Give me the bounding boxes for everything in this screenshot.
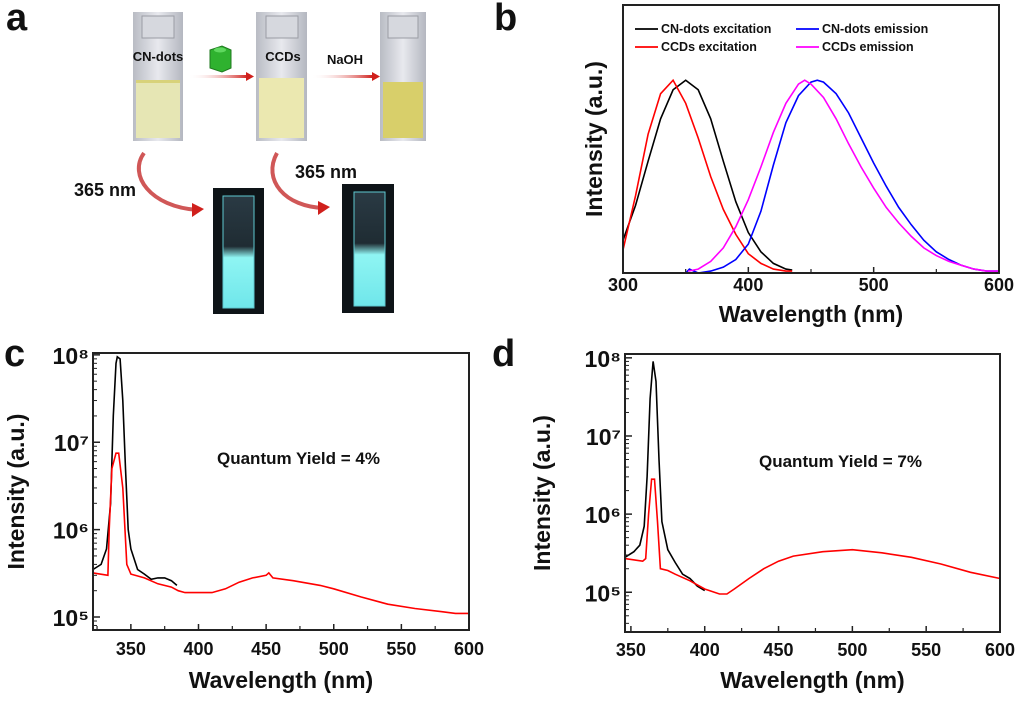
vial-cn-dots — [133, 12, 183, 141]
legend-label: CCDs emission — [822, 40, 914, 54]
chart-d: 350 400 450 500 550 600 10⁵ 10⁶ 10⁷ 10⁸ Wavelength… — [529, 346, 1015, 693]
x-tick-label: 400 — [183, 639, 213, 659]
y-tick-label: 10⁷ — [54, 430, 89, 456]
label-uv-2: 365 nm — [295, 162, 357, 182]
x-tick-label: 550 — [386, 639, 416, 659]
series-line-3 — [685, 79, 999, 274]
series-line-1 — [622, 79, 793, 271]
x-tick-label: 500 — [319, 639, 349, 659]
x-tick-label: 500 — [837, 640, 867, 660]
plot-frame — [624, 353, 1001, 633]
cyclodextrin-icon — [209, 45, 232, 73]
vial-after-naoh — [380, 12, 426, 141]
y-axis-label: Intensity (a.u.) — [3, 414, 29, 570]
label-naoh: NaOH — [327, 52, 363, 67]
y-tick-label: 10⁸ — [53, 343, 89, 369]
x-tick-label: 400 — [733, 275, 763, 295]
x-tick-label: 450 — [251, 639, 281, 659]
x-axis-label: Wavelength (nm) — [719, 301, 903, 327]
x-axis-label: Wavelength (nm) — [189, 667, 373, 693]
panel-letter-c: c — [4, 333, 25, 375]
label-uv-1: 365 nm — [74, 180, 136, 200]
x-tick-label: 350 — [116, 639, 146, 659]
x-tick-label: 600 — [454, 639, 484, 659]
curved-arrow-icon — [136, 151, 330, 217]
y-tick-label: 10⁷ — [586, 424, 621, 450]
y-tick-label: 10⁶ — [53, 518, 89, 544]
panel-letter-b: b — [494, 0, 517, 39]
x-tick-label: 550 — [911, 640, 941, 660]
series-line-2 — [624, 478, 1001, 595]
y-tick-label: 10⁸ — [585, 346, 621, 372]
legend-label: CN-dots excitation — [661, 22, 771, 36]
x-tick-label: 400 — [690, 640, 720, 660]
y-axis-label: Intensity (a.u.) — [581, 61, 607, 217]
chart-c: 350 400 450 500 550 600 10⁵ 10⁶ 10⁷ 10⁸ Wavelength… — [3, 343, 484, 693]
label-cn-dots: CN-dots — [133, 49, 184, 64]
panel-letter-d: d — [492, 333, 515, 375]
x-tick-label: 600 — [985, 640, 1015, 660]
series-line-4 — [688, 79, 999, 272]
series-line-1 — [624, 361, 706, 592]
x-tick-label: 350 — [616, 640, 646, 660]
y-tick-label: 10⁵ — [585, 580, 621, 606]
y-tick-label: 10⁶ — [585, 502, 621, 528]
cuvette-ccds — [342, 184, 394, 313]
panel-a-photos: CN-dots CCDs NaOH 365 nm 365 nm — [74, 12, 426, 314]
series-line-2 — [92, 452, 469, 615]
x-tick-label: 300 — [608, 275, 638, 295]
x-axis-label: Wavelength (nm) — [720, 667, 904, 693]
series-line-2 — [622, 78, 793, 272]
series-line-1 — [92, 355, 178, 587]
chart-b: 300 400 500 600 Wavelength (nm) Intensity (a.… — [581, 4, 1014, 327]
plot-frame — [92, 352, 470, 631]
quantum-yield-annotation: Quantum Yield = 4% — [217, 449, 380, 468]
vial-ccds — [256, 12, 307, 141]
x-tick-label: 500 — [859, 275, 889, 295]
quantum-yield-annotation: Quantum Yield = 7% — [759, 452, 922, 471]
label-ccds: CCDs — [265, 49, 300, 64]
panel-letter-a: a — [6, 0, 28, 39]
cuvette-cn-dots — [213, 188, 264, 314]
y-tick-label: 10⁵ — [53, 605, 89, 631]
y-axis-label: Intensity (a.u.) — [529, 415, 555, 571]
x-tick-label: 600 — [984, 275, 1014, 295]
legend-label: CCDs excitation — [661, 40, 757, 54]
x-tick-label: 450 — [764, 640, 794, 660]
arrow-icon — [188, 72, 380, 81]
legend-label: CN-dots emission — [822, 22, 928, 36]
